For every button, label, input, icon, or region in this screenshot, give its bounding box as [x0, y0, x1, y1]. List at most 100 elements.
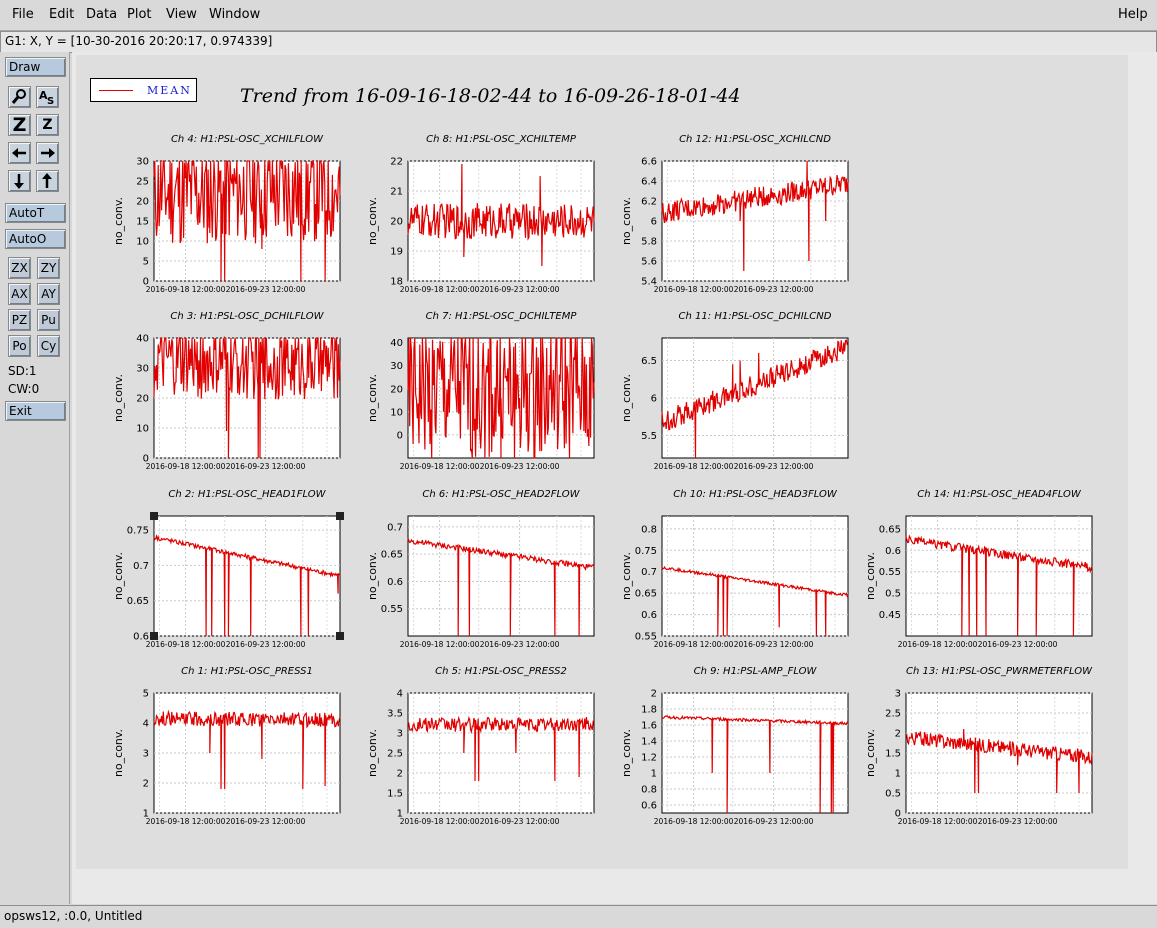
y-tick-label: 30 — [390, 361, 403, 372]
y-tick-label: 15 — [136, 217, 149, 228]
y-tick-label: 5.4 — [641, 277, 657, 288]
y-tick-label: 4 — [143, 719, 149, 730]
zx-button[interactable]: ZX — [8, 257, 31, 279]
x-tick-label: 2016-09-18 12:00:00 — [898, 817, 978, 826]
y-tick-label: 3 — [143, 749, 149, 760]
series-line-mean — [408, 164, 594, 266]
magnifier-icon[interactable] — [8, 86, 31, 108]
y-tick-label: 5.6 — [641, 257, 657, 268]
x-tick-label: 2016-09-18 12:00:00 — [146, 462, 226, 471]
y-tick-label: 2 — [397, 769, 403, 780]
y-tick-label: 4 — [397, 689, 403, 700]
y-tick-label: 2 — [143, 779, 149, 790]
arrow-right-icon[interactable] — [36, 142, 59, 164]
x-tick-label: 2016-09-18 12:00:00 — [654, 285, 734, 294]
plot-ch13[interactable]: Ch 13: H1:PSL-OSC_PWRMETERFLOW 0 0.5 1 1.5 2 2… — [852, 660, 1102, 836]
plot-ch7[interactable]: Ch 7: H1:PSL-OSC_DCHILTEMP 0 10 20 30 40 2016-… — [354, 305, 604, 481]
po-button[interactable]: Po — [8, 335, 31, 357]
menu-view[interactable]: View — [166, 7, 197, 22]
plot-ch12[interactable]: Ch 12: H1:PSL-OSC_XCHILCND 5.4 5.6 5.8 6 6.2 6… — [608, 128, 858, 304]
coordinate-readout: G1: X, Y = [10-30-2016 20:20:17, 0.97433… — [5, 34, 273, 48]
arrow-up-icon[interactable] — [36, 170, 59, 192]
y-tick-label: 2.5 — [387, 749, 403, 760]
y-tick-label: 10 — [390, 407, 403, 418]
selection-handle[interactable] — [150, 512, 158, 520]
menu-help[interactable]: Help — [1118, 7, 1148, 22]
series-line-mean — [408, 338, 594, 458]
menu-window[interactable]: Window — [209, 7, 261, 22]
auto-t-button[interactable]: AutoT — [5, 203, 66, 223]
zoom-in-icon[interactable]: Z — [8, 114, 31, 136]
menu-data[interactable]: Data — [86, 7, 118, 22]
chart-title: Ch 11: H1:PSL-OSC_DCHILCND — [679, 311, 832, 322]
menu-plot[interactable]: Plot — [127, 7, 152, 22]
y-tick-label: 0.6 — [885, 546, 901, 557]
plot-ch2[interactable]: Ch 2: H1:PSL-OSC_HEAD1FLOW 0.6 0.65 0.7 0.75… — [100, 483, 350, 659]
x-tick-label: 2016-09-23 12:00:00 — [226, 640, 306, 649]
menu-edit[interactable]: Edit — [49, 7, 75, 22]
cy-button[interactable]: Cy — [37, 335, 60, 357]
y-axis-label: no_conv. — [366, 374, 379, 422]
y-tick-label: 5 — [143, 257, 149, 268]
y-tick-label: 6.2 — [641, 197, 657, 208]
plot-ch9[interactable]: Ch 9: H1:PSL-AMP_FLOW 0.6 0.8 1 1.2 1.4 1.6 1.8… — [608, 660, 858, 836]
pz-button[interactable]: PZ — [8, 309, 31, 331]
y-tick-label: 1 — [895, 769, 901, 780]
legend-line-swatch — [99, 90, 133, 91]
y-axis-label: no_conv. — [620, 729, 633, 777]
arrow-down-icon[interactable] — [8, 170, 31, 192]
x-tick-label: 2016-09-23 12:00:00 — [734, 285, 814, 294]
y-axis-label: no_conv. — [366, 552, 379, 600]
draw-button[interactable]: Draw — [5, 57, 66, 77]
plot-ch14[interactable]: Ch 14: H1:PSL-OSC_HEAD4FLOW 0.45 0.5 0.55 0.… — [852, 483, 1102, 659]
plot-ch10[interactable]: Ch 10: H1:PSL-OSC_HEAD3FLOW 0.55 0.6 0.65 0.… — [608, 483, 858, 659]
y-axis-label: no_conv. — [864, 729, 877, 777]
auto-o-button[interactable]: AutoO — [5, 229, 66, 249]
plot-ch5[interactable]: Ch 5: H1:PSL-OSC_PRESS2 1 1.5 2 2.5 3 3.5 4 2016… — [354, 660, 604, 836]
y-axis-label: no_conv. — [620, 552, 633, 600]
x-tick-label: 2016-09-23 12:00:00 — [480, 285, 560, 294]
menu-file[interactable]: File — [12, 7, 34, 22]
plot-ch4[interactable]: Ch 4: H1:PSL-OSC_XCHILFLOW 0 5 10 15 20 25 30 20… — [100, 128, 350, 304]
x-tick-label: 2016-09-18 12:00:00 — [400, 640, 480, 649]
zoom-out-icon[interactable]: Z — [36, 114, 59, 136]
y-tick-label: 21 — [390, 187, 403, 198]
zy-button[interactable]: ZY — [37, 257, 60, 279]
y-tick-label: 2.5 — [885, 709, 901, 720]
y-tick-label: 1.5 — [387, 789, 403, 800]
plot-ch3[interactable]: Ch 3: H1:PSL-OSC_DCHILFLOW 0 10 20 30 40 2016-… — [100, 305, 350, 481]
series-line-mean — [662, 340, 848, 458]
y-tick-label: 5.8 — [641, 237, 657, 248]
plot-ch8[interactable]: Ch 8: H1:PSL-OSC_XCHILTEMP 18 19 20 21 22 2016… — [354, 128, 604, 304]
y-tick-label: 6 — [651, 217, 657, 228]
y-tick-label: 0.75 — [635, 546, 657, 557]
plot-ch1[interactable]: Ch 1: H1:PSL-OSC_PRESS1 1 2 3 4 5 2016-09-18 1… — [100, 660, 350, 836]
status-bar: opsws12, :0.0, Untitled — [0, 905, 1157, 928]
arrow-left-icon[interactable] — [8, 142, 31, 164]
series-line-mean — [154, 536, 340, 636]
selection-handle[interactable] — [150, 632, 158, 640]
y-tick-label: 0.65 — [381, 550, 403, 561]
x-tick-label: 2016-09-23 12:00:00 — [226, 817, 306, 826]
ax-button[interactable]: AX — [8, 283, 31, 305]
y-tick-label: 0.55 — [879, 567, 901, 578]
pu-button[interactable]: Pu — [37, 309, 60, 331]
selection-handle[interactable] — [336, 632, 344, 640]
plot-area — [905, 515, 1093, 637]
y-tick-label: 3 — [895, 689, 901, 700]
plot-ch6[interactable]: Ch 6: H1:PSL-OSC_HEAD2FLOW 0.55 0.6 0.65 0.7… — [354, 483, 604, 659]
ay-button[interactable]: AY — [37, 283, 60, 305]
x-tick-label: 2016-09-23 12:00:00 — [734, 817, 814, 826]
y-tick-label: 0.65 — [635, 589, 657, 600]
series-line-mean — [154, 338, 340, 458]
plot-ch11[interactable]: Ch 11: H1:PSL-OSC_DCHILCND 5.5 6 6.5 2016-09… — [608, 305, 858, 481]
x-tick-label: 2016-09-18 12:00:00 — [654, 817, 734, 826]
y-tick-label: 0.55 — [635, 632, 657, 643]
chart-title: Ch 8: H1:PSL-OSC_XCHILTEMP — [426, 134, 577, 145]
y-tick-label: 19 — [390, 247, 403, 258]
plot-area — [661, 692, 849, 814]
exit-button[interactable]: Exit — [5, 401, 66, 421]
selection-handle[interactable] — [336, 512, 344, 520]
y-axis-label: no_conv. — [366, 197, 379, 245]
